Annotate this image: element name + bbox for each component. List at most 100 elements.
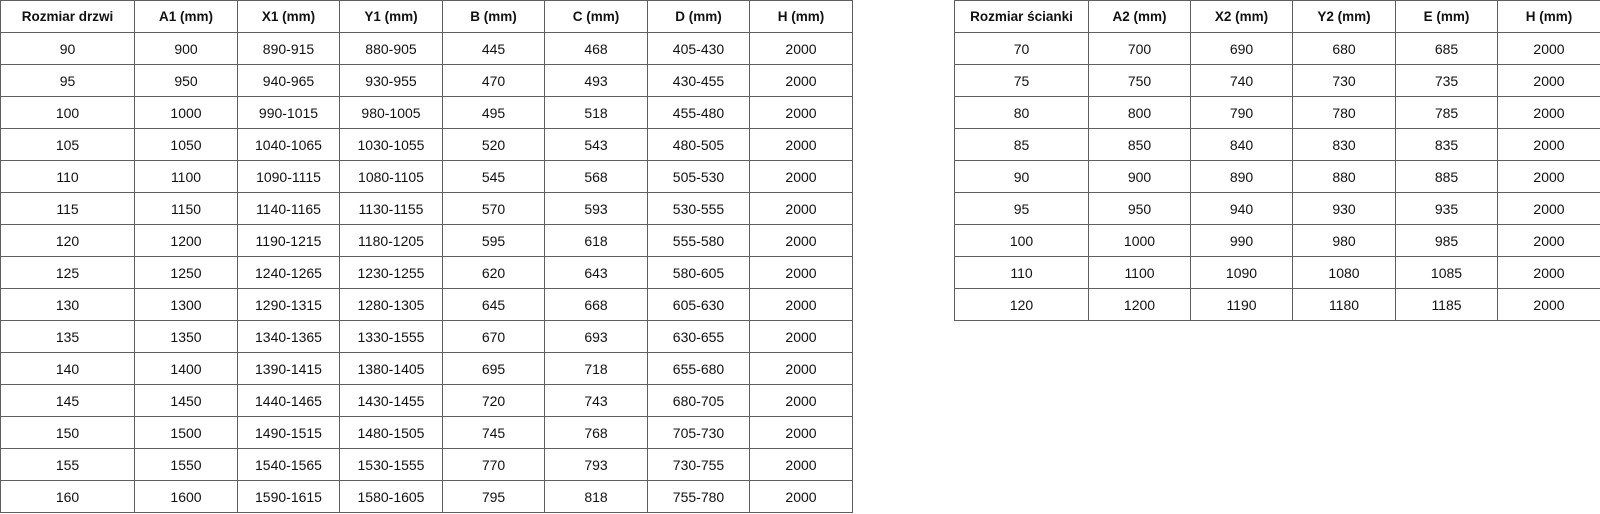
table-cell: 2000	[749, 320, 853, 353]
table-cell: 160	[0, 480, 135, 513]
table-cell: 518	[544, 96, 648, 129]
table-row: 70 700 690 680 685 2000	[954, 32, 1600, 65]
table-cell: 770	[442, 448, 545, 481]
table-row: 75 750 740 730 735 2000	[954, 64, 1600, 97]
table-cell: 680	[1292, 32, 1396, 65]
table-cell: 980	[1292, 224, 1396, 257]
table-cell: 2000	[1497, 256, 1600, 289]
table-cell: 520	[442, 128, 545, 161]
table-cell: 2000	[1497, 32, 1600, 65]
table-cell: 1500	[134, 416, 238, 449]
table-cell: 120	[954, 288, 1089, 321]
table-cell: 950	[134, 64, 238, 97]
table-row: 125 1250 1240-1265 1230-1255 620 643 580-605 20…	[0, 256, 853, 289]
table-row: 130 1300 1290-1315 1280-1305 645 668 605-630 20…	[0, 288, 853, 321]
table-cell: 1250	[134, 256, 238, 289]
table-cell: 1140-1165	[237, 192, 340, 225]
table-cell: 110	[0, 160, 135, 193]
table-cell: 735	[1395, 64, 1498, 97]
table-cell: 110	[954, 256, 1089, 289]
table-cell: 2000	[1497, 160, 1600, 193]
table-cell: 785	[1395, 96, 1498, 129]
column-header: A1 (mm)	[134, 0, 238, 33]
table-cell: 555-580	[647, 224, 750, 257]
table-cell: 1380-1405	[339, 352, 443, 385]
table-cell: 90	[0, 32, 135, 65]
table-cell: 670	[442, 320, 545, 353]
column-header: H (mm)	[749, 0, 853, 33]
table-cell: 900	[1088, 160, 1191, 193]
table-row: 155 1550 1540-1565 1530-1555 770 793 730-755 20…	[0, 448, 853, 481]
table-row: 120 1200 1190 1180 1185 2000	[954, 288, 1600, 321]
table-cell: 745	[442, 416, 545, 449]
table-cell: 1330-1555	[339, 320, 443, 353]
table-cell: 120	[0, 224, 135, 257]
table-row: 110 1100 1090 1080 1085 2000	[954, 256, 1600, 289]
table-cell: 2000	[1497, 128, 1600, 161]
column-header: B (mm)	[442, 0, 545, 33]
table-cell: 1150	[134, 192, 238, 225]
table-row: 100 1000 990-1015 980-1005 495 518 455-480 2000	[0, 96, 853, 129]
table-cell: 630-655	[647, 320, 750, 353]
table-cell: 1600	[134, 480, 238, 513]
table-cell: 720	[442, 384, 545, 417]
table-cell: 980-1005	[339, 96, 443, 129]
table-cell: 2000	[749, 352, 853, 385]
table-cell: 1350	[134, 320, 238, 353]
table-row: 140 1400 1390-1415 1380-1405 695 718 655-680 20…	[0, 352, 853, 385]
column-header: Rozmiar drzwi	[0, 0, 135, 33]
table-cell: 1200	[1088, 288, 1191, 321]
table-cell: 1090-1115	[237, 160, 340, 193]
table-cell: 530-555	[647, 192, 750, 225]
table-cell: 1185	[1395, 288, 1498, 321]
table-cell: 800	[1088, 96, 1191, 129]
table-cell: 1440-1465	[237, 384, 340, 417]
table-cell: 2000	[749, 160, 853, 193]
table-row: 80 800 790 780 785 2000	[954, 96, 1600, 129]
table-cell: 2000	[749, 192, 853, 225]
table-cell: 1290-1315	[237, 288, 340, 321]
table-cell: 115	[0, 192, 135, 225]
table-row: 105 1050 1040-1065 1030-1055 520 543 480-505 20…	[0, 128, 853, 161]
table-row: 160 1600 1590-1615 1580-1605 795 818 755-780 20…	[0, 480, 853, 513]
table-cell: 95	[0, 64, 135, 97]
table-cell: 730-755	[647, 448, 750, 481]
table-cell: 2000	[749, 256, 853, 289]
table-cell: 568	[544, 160, 648, 193]
table-cell: 930	[1292, 192, 1396, 225]
table-cell: 145	[0, 384, 135, 417]
table-cell: 430-455	[647, 64, 750, 97]
table-cell: 818	[544, 480, 648, 513]
table-cell: 2000	[1497, 288, 1600, 321]
table-row: 95 950 940 930 935 2000	[954, 192, 1600, 225]
table-cell: 90	[954, 160, 1089, 193]
table-cell: 985	[1395, 224, 1498, 257]
table-cell: 780	[1292, 96, 1396, 129]
table-cell: 1280-1305	[339, 288, 443, 321]
table-cell: 990	[1190, 224, 1293, 257]
table-cell: 1090	[1190, 256, 1293, 289]
table-cell: 1430-1455	[339, 384, 443, 417]
table-cell: 1180-1205	[339, 224, 443, 257]
table-cell: 2000	[1497, 192, 1600, 225]
table-cell: 2000	[749, 64, 853, 97]
table-cell: 1390-1415	[237, 352, 340, 385]
table-cell: 1130-1155	[339, 192, 443, 225]
table-cell: 680-705	[647, 384, 750, 417]
table-cell: 890	[1190, 160, 1293, 193]
table-row: 150 1500 1490-1515 1480-1505 745 768 705-730 20…	[0, 416, 853, 449]
table-cell: 890-915	[237, 32, 340, 65]
table-cell: 840	[1190, 128, 1293, 161]
table-cell: 755-780	[647, 480, 750, 513]
table-cell: 705-730	[647, 416, 750, 449]
table-cell: 1540-1565	[237, 448, 340, 481]
table-cell: 690	[1190, 32, 1293, 65]
table-cell: 468	[544, 32, 648, 65]
table-cell: 935	[1395, 192, 1498, 225]
table-row: 90 900 890 880 885 2000	[954, 160, 1600, 193]
table-cell: 655-680	[647, 352, 750, 385]
table-cell: 940	[1190, 192, 1293, 225]
table-row: 110 1100 1090-1115 1080-1105 545 568 505-530 20…	[0, 160, 853, 193]
table-cell: 1040-1065	[237, 128, 340, 161]
column-header: H (mm)	[1497, 0, 1600, 33]
